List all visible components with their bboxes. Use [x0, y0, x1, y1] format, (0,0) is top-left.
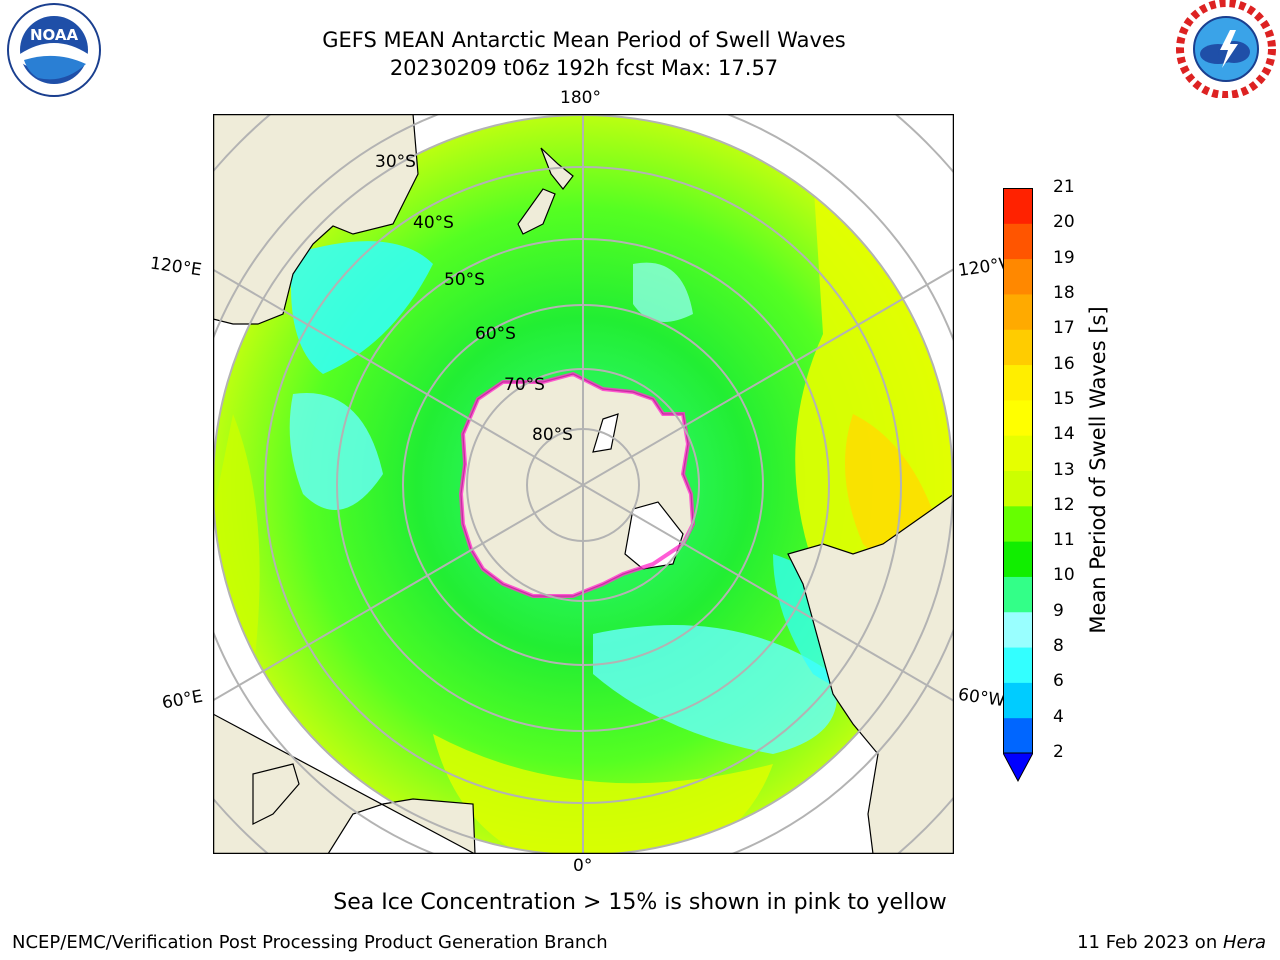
colorbar-tick-label: 16 — [1053, 353, 1075, 374]
footer-date-text: 11 Feb 2023 on — [1077, 932, 1223, 953]
colorbar-tick-label: 11 — [1053, 530, 1075, 551]
colorbar-band — [1003, 293, 1033, 330]
sea-ice-caption: Sea Ice Concentration > 15% is shown in … — [333, 890, 947, 915]
colorbar — [1002, 188, 1034, 783]
colorbar-tick-label: 2 — [1053, 742, 1064, 762]
colorbar-band — [1003, 329, 1033, 366]
chart-subtitle: 20230209 t06z 192h fcst Max: 17.57 — [389, 56, 779, 80]
colorbar-band — [1003, 470, 1033, 507]
colorbar-tick-label: 9 — [1053, 600, 1064, 621]
colorbar-tick-label: 15 — [1053, 388, 1075, 409]
colorbar-band — [1003, 399, 1033, 436]
colorbar-band — [1003, 611, 1033, 648]
colorbar-band — [1003, 647, 1033, 683]
lat-label-50s: 50°S — [444, 270, 485, 290]
footer-credit: NCEP/EMC/Verification Post Processing Pr… — [12, 932, 608, 953]
colorbar-band — [1003, 717, 1033, 754]
colorbar-tick-label: 13 — [1053, 459, 1075, 480]
colorbar-tick-label: 6 — [1053, 671, 1064, 692]
lat-label-80s: 80°S — [532, 425, 573, 445]
land — [213, 114, 954, 854]
lon-label-60e: 60°E — [160, 686, 205, 714]
colorbar-tick-label: 14 — [1053, 424, 1075, 445]
colorbar-band — [1003, 435, 1033, 471]
colorbar-outline — [1003, 188, 1033, 754]
lat-label-70s: 70°S — [504, 375, 545, 395]
colorbar-band — [1003, 223, 1033, 260]
colorbar-tick-label: 10 — [1053, 565, 1075, 586]
footer-host: Hera — [1222, 932, 1266, 953]
map-panel — [212, 113, 955, 855]
colorbar-extend-triangle — [1002, 752, 1034, 783]
colorbar-band — [1003, 188, 1033, 224]
lon-label-180: 180° — [560, 88, 601, 108]
colorbar-band — [1003, 576, 1033, 613]
colorbar-tick-label: 17 — [1053, 318, 1075, 339]
colorbar-tick-label: 21 — [1053, 177, 1075, 197]
colorbar-band — [1003, 505, 1033, 542]
nws-logo — [1176, 0, 1276, 99]
colorbar-tick-label: 19 — [1053, 247, 1075, 268]
colorbar-band — [1003, 682, 1033, 719]
noaa-logo: NOAA — [4, 2, 104, 98]
map-svg — [212, 113, 955, 855]
colorbar-tick-label: 18 — [1053, 282, 1075, 303]
colorbar-band — [1003, 364, 1033, 401]
colorbar-tick-label: 4 — [1053, 706, 1064, 727]
colorbar-band — [1003, 258, 1033, 295]
colorbar-tick-label: 8 — [1053, 636, 1064, 657]
colorbar-tick-label: 12 — [1053, 494, 1075, 515]
lon-label-60w: 60°W — [956, 684, 1007, 712]
lon-label-0: 0° — [573, 856, 593, 876]
graticule — [213, 114, 954, 854]
lon-label-120e: 120°E — [148, 253, 203, 281]
colorbar-band — [1003, 541, 1033, 577]
lat-label-40s: 40°S — [413, 213, 454, 233]
footer-date: 11 Feb 2023 on Hera — [1077, 932, 1266, 953]
chart-title: GEFS MEAN Antarctic Mean Period of Swell… — [322, 28, 846, 52]
lat-label-30s: 30°S — [375, 152, 416, 172]
colorbar-svg — [1002, 188, 1034, 783]
noaa-logo-text: NOAA — [30, 26, 79, 44]
colorbar-label: Mean Period of Swell Waves [s] — [1086, 306, 1110, 634]
lat-label-60s: 60°S — [475, 324, 516, 344]
colorbar-tick-label: 20 — [1053, 212, 1075, 233]
